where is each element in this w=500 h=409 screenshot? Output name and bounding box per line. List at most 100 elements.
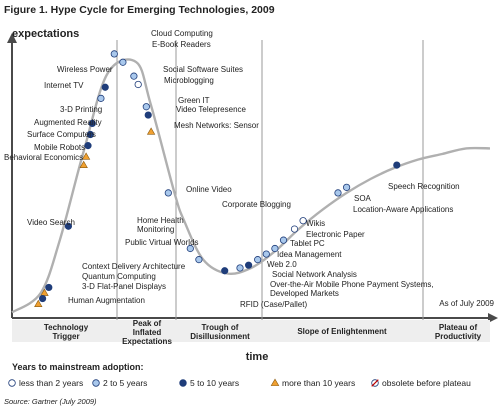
phase-label: Trough of Disillusionment	[190, 323, 250, 341]
technology-point: Context Delivery Architecture	[45, 262, 186, 292]
technology-point: Internet TV	[44, 81, 105, 102]
technology-point: Augmented Reality	[34, 118, 102, 139]
dark-circle-marker-icon	[221, 267, 229, 275]
technology-label: Electronic Paper	[306, 230, 365, 239]
technology-label: Mobile Robots	[34, 143, 85, 152]
dark-circle-marker-icon	[179, 379, 187, 387]
technology-label: Internet TV	[44, 81, 84, 90]
technology-point: Human Augmentation	[34, 296, 145, 307]
technology-point: Location-Aware Applications	[342, 183, 453, 214]
legend-title: Years to mainstream adoption:	[12, 362, 144, 372]
legend-item: less than 2 years	[8, 378, 83, 388]
technology-label: Behavioral Economics	[4, 153, 83, 162]
technology-label: Tablet PC	[290, 239, 325, 248]
light-circle-marker-icon	[164, 189, 172, 197]
technology-label: Home Health Monitoring	[137, 216, 184, 234]
technology-label: Location-Aware Applications	[353, 205, 453, 214]
phase-label: Plateau of Productivity	[435, 323, 482, 341]
triangle-marker-icon	[34, 299, 43, 307]
technology-label: Over-the-Air Mobile Phone Payment System…	[270, 280, 434, 298]
triangle-marker-icon	[146, 127, 156, 135]
technology-label: Online Video	[186, 185, 232, 194]
dark-circle-marker-icon	[245, 261, 253, 269]
technology-point: Cloud Computing	[110, 29, 213, 58]
legend-label: more than 10 years	[282, 378, 355, 388]
technology-point: Video Search	[27, 218, 75, 230]
technology-point: 3-D Flat-Panel Displays	[38, 282, 166, 303]
open-circle-marker-icon	[290, 225, 299, 233]
light-circle-marker-icon	[271, 244, 279, 253]
dark-circle-marker-icon	[393, 161, 401, 169]
legend-item: 5 to 10 years	[179, 378, 239, 388]
technology-label: Public Virtual Worlds	[125, 238, 199, 247]
legend-item: 2 to 5 years	[92, 378, 147, 388]
light-circle-marker-icon	[186, 244, 194, 253]
phase-separators	[116, 40, 424, 342]
technology-label: RFID (Case/Pallet)	[240, 300, 307, 309]
technology-points: Cloud Computing E-Book Readers Social Soft…	[4, 29, 460, 309]
dark-circle-marker-icon	[86, 130, 94, 139]
technology-label: Web 2.0	[267, 260, 297, 269]
phase-label: Slope of Enlightenment	[297, 327, 387, 336]
technology-point: Over-the-Air Mobile Phone Payment System…	[245, 261, 434, 298]
technology-label: Speech Recognition	[388, 182, 460, 191]
as-of-date: As of July 2009	[439, 299, 494, 308]
triangle-marker-icon	[270, 378, 280, 386]
light-circle-marker-icon	[110, 50, 118, 58]
technology-point: Social Software Suites	[130, 65, 243, 80]
technology-point: Mobile Robots	[34, 143, 91, 160]
triangle-marker-icon	[81, 152, 91, 160]
technology-point: Wikis	[290, 219, 325, 233]
technology-point: Corporate Blogging	[222, 200, 307, 225]
technology-label: Mesh Networks: Sensor	[174, 121, 259, 130]
technology-point: Behavioral Economics	[4, 153, 88, 168]
dark-circle-marker-icon	[45, 283, 53, 292]
light-circle-marker-icon	[119, 58, 127, 66]
dark-circle-marker-icon	[88, 119, 96, 128]
phase-label: Technology Trigger	[44, 323, 89, 341]
phase-label: Peak of Inflated Expectations	[122, 319, 172, 346]
technology-point: RFID (Case/Pallet)	[221, 267, 307, 309]
light-circle-marker-icon	[254, 256, 262, 264]
technology-label: 3-D Printing	[60, 105, 102, 114]
phase-bar	[12, 320, 490, 342]
technology-point: 3-D Printing	[60, 105, 102, 128]
technology-label: E-Book Readers	[152, 40, 211, 49]
x-axis-arrow-icon	[488, 313, 498, 323]
light-circle-marker-icon	[334, 189, 342, 197]
technology-point: Tablet PC	[271, 239, 325, 253]
technology-point: Electronic Paper	[279, 230, 365, 244]
technology-label: Wikis	[306, 219, 325, 228]
legend-item: more than 10 years	[270, 378, 355, 388]
dark-circle-marker-icon	[64, 222, 73, 230]
legend-label: 5 to 10 years	[190, 378, 239, 388]
technology-point: Public Virtual Worlds	[125, 238, 203, 264]
figure-title: Figure 1. Hype Cycle for Emerging Techno…	[4, 4, 275, 16]
y-axis-arrow-icon	[7, 33, 17, 43]
technology-point: Idea Management	[262, 250, 342, 259]
technology-label: Human Augmentation	[68, 296, 145, 305]
light-circle-marker-icon	[236, 264, 244, 272]
light-circle-marker-icon	[130, 72, 138, 80]
technology-label: Wireless Power	[57, 65, 113, 74]
light-circle-marker-icon	[279, 236, 288, 244]
axes	[7, 33, 498, 323]
open-circle-marker-icon	[134, 80, 142, 89]
technology-label: Idea Management	[277, 250, 342, 259]
technology-point: Microblogging	[134, 76, 214, 89]
x-axis-label: time	[246, 351, 269, 363]
dark-circle-marker-icon	[38, 294, 47, 303]
technology-point: Wireless Power	[57, 65, 113, 91]
technology-label: Cloud Computing	[151, 29, 213, 38]
source-note: Source: Gartner (July 2009)	[4, 397, 97, 406]
dark-circle-marker-icon	[84, 142, 92, 150]
phase-labels: Technology Trigger Peak of Inflated Expectat…	[44, 319, 482, 346]
dark-circle-marker-icon	[101, 83, 109, 91]
technology-label: Video Telepresence	[176, 105, 247, 114]
technology-label: SOA	[354, 194, 372, 203]
technology-label: Video Search	[27, 218, 75, 227]
triangle-marker-icon	[79, 160, 88, 168]
light-circle-marker-icon	[342, 183, 351, 191]
light-circle-marker-icon	[142, 103, 150, 111]
